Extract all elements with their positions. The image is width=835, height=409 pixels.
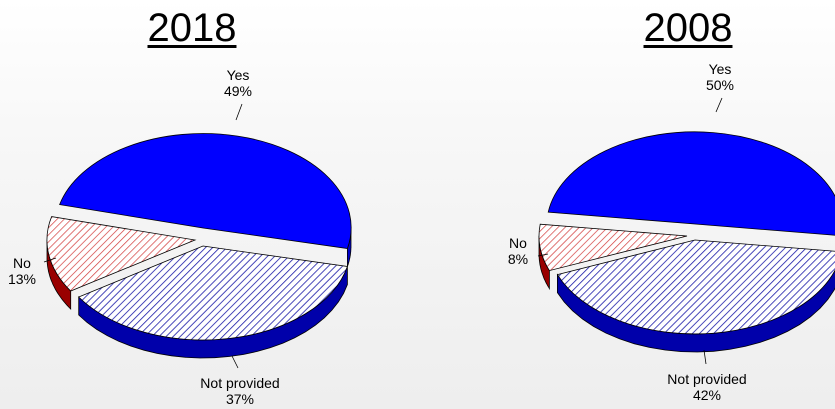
pie-slice-not-provided — [77, 245, 348, 341]
chart-title-2008: 2008 — [643, 6, 733, 50]
pie-slice-yes — [547, 131, 835, 236]
slice-label-category: Yes — [227, 67, 250, 83]
slice-label-value: 50% — [706, 77, 734, 93]
slice-label-value: 42% — [693, 387, 721, 403]
leader-line — [703, 349, 707, 365]
slice-label-value: 49% — [224, 83, 252, 99]
slice-label-category: Not provided — [200, 375, 279, 391]
pie-slice-no — [46, 216, 197, 292]
slice-label-category: No — [509, 235, 527, 251]
slice-label-value: 37% — [226, 391, 254, 407]
leader-line — [235, 103, 243, 121]
slice-label-category: Not provided — [667, 371, 746, 387]
leader-line — [537, 253, 549, 257]
pie-slice-yes — [59, 133, 352, 249]
slice-label-value: 8% — [508, 251, 528, 267]
pie-slice-no — [538, 223, 688, 272]
slice-label-value: 13% — [8, 271, 36, 287]
leader-line — [43, 257, 57, 263]
slice-label-category: No — [13, 255, 31, 271]
chart-title-2018: 2018 — [147, 6, 237, 50]
slice-label-category: Yes — [709, 61, 732, 77]
pie-slice-not-provided — [556, 239, 835, 335]
leader-line — [715, 97, 723, 113]
leader-line — [231, 355, 239, 369]
